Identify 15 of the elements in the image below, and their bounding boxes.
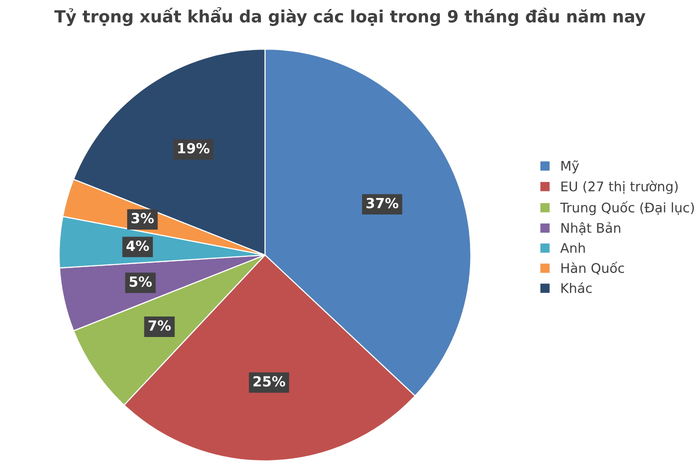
legend-label: Hàn Quốc xyxy=(561,262,624,275)
legend-label: Nhật Bản xyxy=(561,222,620,236)
data-label: 4% xyxy=(126,240,149,252)
legend-label: Trung Quốc (Đại lục) xyxy=(560,201,694,216)
data-label: 19% xyxy=(178,142,210,154)
data-label: 5% xyxy=(130,276,152,287)
data-label: 25% xyxy=(253,376,286,387)
legend-label: Khác xyxy=(561,282,592,294)
legend-label: EU (27 thị trường) xyxy=(561,180,678,194)
data-label: 37% xyxy=(366,198,398,208)
data-label: 3% xyxy=(132,212,154,224)
data-label: 7% xyxy=(148,320,171,331)
legend-label: Mỹ xyxy=(561,160,579,174)
chart-title: Tỷ trọng xuất khẩu da giày các loại trong 9 tháng đầu năm nay xyxy=(54,7,646,26)
legend-label: Anh xyxy=(560,242,585,253)
